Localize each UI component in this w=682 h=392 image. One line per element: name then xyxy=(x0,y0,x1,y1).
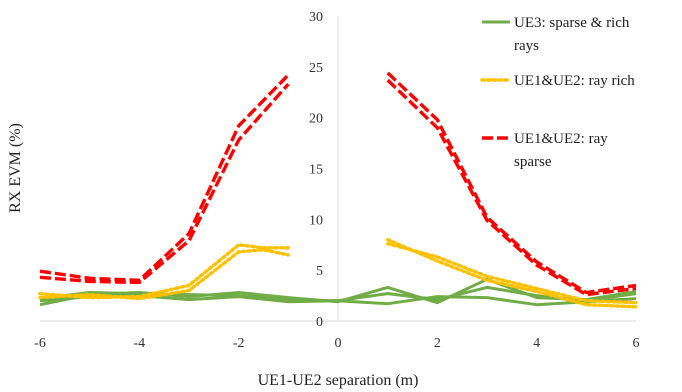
y-axis-title: RX EVM (%) xyxy=(7,123,24,213)
series-line-6 xyxy=(386,237,638,309)
x-tick-label: 0 xyxy=(335,336,342,351)
legend-label: sparse xyxy=(514,154,552,170)
legend: UE3: sparse & rich rays UE1&UE2: ray rich U… xyxy=(476,2,682,178)
y-tick-label: 10 xyxy=(309,213,323,228)
legend-label: rays xyxy=(514,38,539,54)
x-tick-label: 4 xyxy=(533,336,540,351)
axes xyxy=(40,16,636,322)
x-tick-label: -6 xyxy=(34,336,46,351)
legend-label: UE1&UE2: ray xyxy=(514,131,608,147)
legend-label: UE3: sparse & rich xyxy=(514,15,630,31)
x-tick-labels: -6 -4 -2 0 2 4 6 xyxy=(34,336,639,351)
y-tick-label: 0 xyxy=(316,315,323,330)
series-line-4 xyxy=(38,243,290,300)
series-lines xyxy=(38,71,638,309)
y-tick-label: 15 xyxy=(309,163,323,178)
series-line-9 xyxy=(39,82,290,285)
series-line-5 xyxy=(38,248,290,301)
legend-background xyxy=(476,2,682,178)
series-line-10 xyxy=(386,71,637,295)
x-axis-title: UE1-UE2 separation (m) xyxy=(258,372,419,389)
x-tick-label: 2 xyxy=(434,336,441,351)
y-tick-labels: 0 5 10 15 20 25 30 xyxy=(309,10,323,330)
x-tick-label: -4 xyxy=(133,336,145,351)
y-tick-label: 30 xyxy=(309,10,323,25)
series-line-11 xyxy=(386,78,637,297)
y-tick-label: 20 xyxy=(309,112,323,127)
legend-label: UE1&UE2: ray rich xyxy=(514,73,635,89)
series-line-7 xyxy=(386,241,638,305)
x-tick-label: -2 xyxy=(233,336,245,351)
y-tick-label: 5 xyxy=(316,264,323,279)
y-tick-label: 25 xyxy=(309,61,323,76)
x-tick-label: 6 xyxy=(633,336,640,351)
